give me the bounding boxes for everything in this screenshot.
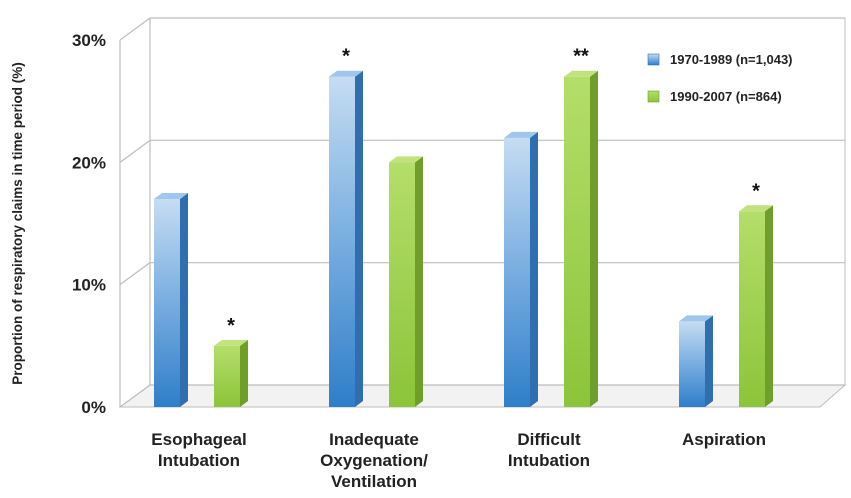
significance-marker: * <box>342 46 350 68</box>
legend: 1970-1989 (n=1,043) 1990-2007 (n=864) <box>647 52 793 104</box>
gridline-depth <box>119 384 151 408</box>
bar-side <box>180 193 188 407</box>
gridline-depth <box>119 139 151 163</box>
bar-side <box>765 205 773 407</box>
x-category-label: Oxygenation/ <box>320 451 428 470</box>
y-tick-label: 20% <box>72 153 106 172</box>
bar-top <box>739 205 773 212</box>
bar-side <box>415 156 423 407</box>
bar-side <box>590 70 598 407</box>
x-category-label: Inadequate <box>329 430 419 449</box>
bar-top <box>564 70 598 77</box>
bar-top <box>679 315 713 322</box>
bar-top <box>329 70 363 77</box>
bar-side <box>705 315 713 407</box>
bar-series2 <box>389 162 415 407</box>
y-tick-label: 0% <box>81 398 106 417</box>
y-tick-label: 30% <box>72 31 106 50</box>
bar-series1 <box>504 137 530 407</box>
gridline-depth <box>119 262 151 286</box>
bar-top <box>154 193 188 200</box>
x-category-label: Esophageal <box>151 430 246 449</box>
bar-series2 <box>214 345 240 407</box>
x-category-label: Difficult <box>517 430 581 449</box>
bar-series2 <box>739 211 765 407</box>
y-axis-label: Proportion of respiratory claims in time… <box>10 62 25 385</box>
bar-top <box>504 131 538 138</box>
x-category-label: Aspiration <box>682 430 766 449</box>
bar-series1 <box>679 321 705 407</box>
bar-side <box>355 70 363 407</box>
bar-series1 <box>329 76 355 407</box>
significance-marker: * <box>752 180 760 202</box>
x-category-label: Intubation <box>158 451 240 470</box>
bar-series2 <box>564 76 590 407</box>
bar-side <box>530 131 538 407</box>
x-category-label: Ventilation <box>331 472 417 491</box>
bar-series1 <box>154 199 180 407</box>
bar-top <box>389 156 423 163</box>
legend-label: 1990-2007 (n=864) <box>670 89 782 104</box>
legend-swatch <box>647 53 660 66</box>
bar-side <box>240 339 248 407</box>
legend-swatch <box>647 90 660 103</box>
x-category-label: Intubation <box>508 451 590 470</box>
gridline-depth <box>119 17 151 41</box>
bar-top <box>214 339 248 346</box>
bars <box>154 70 773 407</box>
labels: * Esophageal Intubation * Inadequate Oxygenat… <box>151 46 766 491</box>
significance-marker: * <box>227 315 235 337</box>
significance-marker: ** <box>573 46 589 68</box>
legend-label: 1970-1989 (n=1,043) <box>670 52 793 67</box>
axes: 0% 10% 20% 30% Proportion of respiratory cla… <box>10 18 151 417</box>
y-tick-label: 10% <box>72 276 106 295</box>
